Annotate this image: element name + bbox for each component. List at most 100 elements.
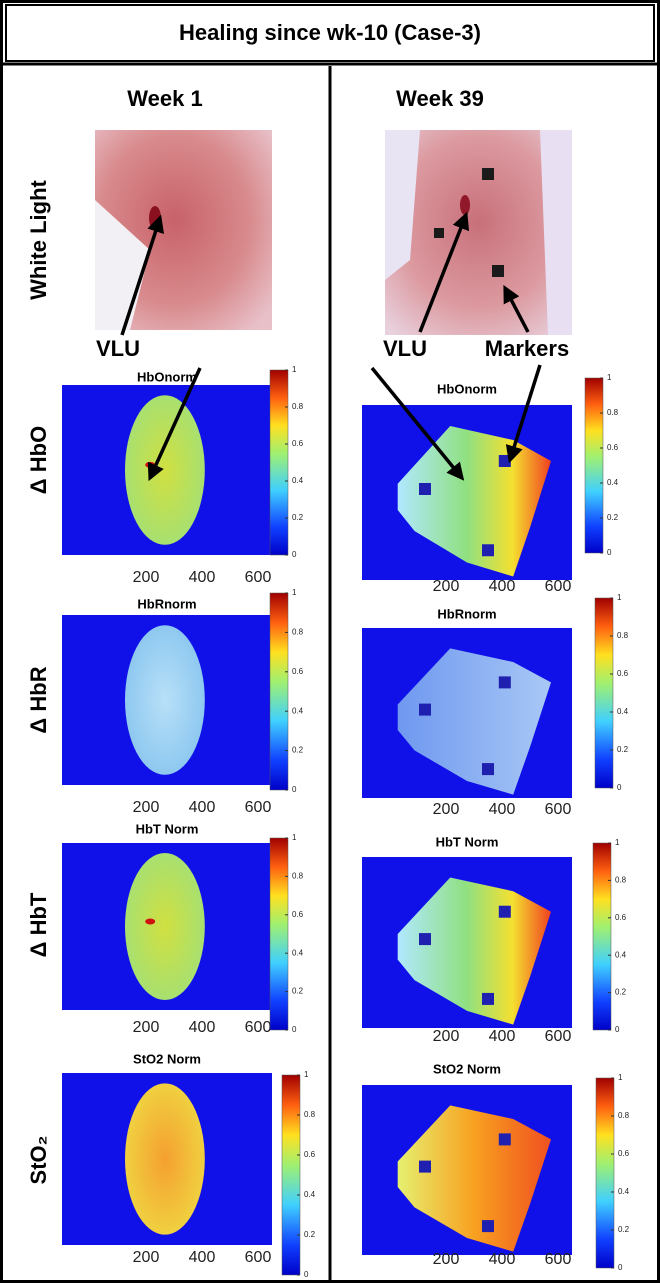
- colorbar-tick-label: 0.2: [304, 1230, 316, 1239]
- colorbar-tick-label: 0.6: [304, 1150, 316, 1159]
- colorbar-tick-label: 0: [607, 548, 612, 557]
- marker: [482, 544, 494, 557]
- x-tick-label: 200: [433, 801, 460, 818]
- colorbar-tick-label: 1: [607, 373, 612, 382]
- colorbar-tick-label: 0: [304, 1270, 309, 1279]
- x-tick-label: 600: [545, 1251, 572, 1268]
- colorbar-tick-label: 0.4: [615, 950, 627, 959]
- colorbar-tick-label: 0.6: [292, 910, 304, 919]
- colorbar-tick-label: 0.4: [618, 1187, 630, 1196]
- x-tick-label: 400: [189, 1019, 216, 1036]
- marker: [419, 483, 431, 495]
- panel-title: StO2 Norm: [433, 1061, 501, 1076]
- x-tick-label: 400: [189, 799, 216, 816]
- tissue-region: [397, 1105, 551, 1252]
- tissue-region: [397, 426, 551, 577]
- colorbar: [592, 842, 612, 1031]
- tissue-region: [124, 395, 205, 545]
- maps: Δ HbO HbOnorm 200 400 600 0 0.2 0.4 0.6 0.8 1 HbOno…: [26, 365, 630, 1279]
- row-label: Δ HbO: [26, 426, 51, 494]
- panel-title: HbOnorm: [437, 381, 497, 396]
- marker: [419, 933, 431, 946]
- colorbar-tick-label: 0.8: [292, 628, 304, 637]
- tissue-region: [397, 877, 551, 1025]
- colorbar-tick-label: 0: [617, 783, 622, 792]
- colorbar-tick-label: 0.6: [292, 439, 304, 448]
- colorbar-tick-label: 0.2: [617, 745, 629, 754]
- colorbar-tick-label: 0.8: [607, 408, 619, 417]
- title-box: [5, 4, 655, 62]
- colorbar-tick-label: 0.6: [607, 443, 619, 452]
- panel-title: HbT Norm: [436, 834, 499, 849]
- colorbar-tick-label: 0.6: [617, 669, 629, 678]
- x-tick-label: 400: [489, 801, 516, 818]
- x-tick-label: 200: [433, 1028, 460, 1045]
- colorbar: [595, 1077, 615, 1269]
- colorbar-tick-label: 0.4: [607, 478, 619, 487]
- colorbar-tick-label: 0.2: [618, 1225, 630, 1234]
- colorbar-tick-label: 0.6: [292, 667, 304, 676]
- colorbar-tick-label: 0.6: [618, 1149, 630, 1158]
- tissue-region: [397, 648, 551, 795]
- colorbar-tick-label: 0.8: [618, 1111, 630, 1120]
- colorbar: [269, 592, 289, 791]
- colorbar: [269, 837, 289, 1031]
- colorbar: [584, 377, 604, 554]
- column-header: Week 1: [127, 86, 202, 111]
- x-tick-label: 200: [433, 578, 460, 595]
- colorbar-tick-label: 0: [618, 1263, 623, 1272]
- marker: [482, 1220, 494, 1233]
- marker: [419, 1160, 431, 1173]
- marker: [498, 905, 511, 918]
- colorbar-tick-label: 0.8: [617, 631, 629, 640]
- photo-week39: [385, 130, 572, 335]
- row-label: StO₂: [26, 1136, 51, 1185]
- colorbar-tick-label: 0.2: [615, 988, 627, 997]
- colorbar-tick-label: 0: [292, 550, 297, 559]
- colorbar: [594, 597, 614, 789]
- colorbar-tick-label: 1: [292, 833, 297, 842]
- photo-week1: [95, 130, 272, 330]
- x-tick-label: 200: [133, 799, 160, 816]
- colorbar-tick-label: 0.4: [292, 948, 304, 957]
- x-tick-label: 600: [245, 1249, 272, 1266]
- marker: [498, 455, 511, 467]
- colorbar-tick-label: 0: [615, 1025, 620, 1034]
- panel-title: HbRnorm: [437, 606, 496, 621]
- marker: [482, 992, 494, 1005]
- x-tick-label: 400: [489, 1028, 516, 1045]
- x-tick-label: 600: [545, 578, 572, 595]
- colorbar-tick-label: 0.8: [292, 872, 304, 881]
- marker: [498, 1133, 511, 1146]
- colorbar-tick-label: 1: [615, 838, 620, 847]
- x-tick-label: 600: [245, 799, 272, 816]
- panel-title: HbOnorm: [137, 369, 197, 384]
- colorbar-tick-label: 1: [292, 365, 297, 374]
- x-tick-label: 200: [133, 1019, 160, 1036]
- figure-title: Healing since wk-10 (Case-3): [179, 20, 481, 45]
- x-tick-label: 400: [489, 1251, 516, 1268]
- colorbar-tick-label: 0: [292, 1025, 297, 1034]
- colorbar-tick-label: 1: [617, 593, 622, 602]
- colorbar-tick-label: 0.8: [304, 1110, 316, 1119]
- colorbar-tick-label: 0: [292, 785, 297, 794]
- x-tick-label: 400: [189, 569, 216, 586]
- x-tick-label: 600: [245, 1019, 272, 1036]
- colorbar-tick-label: 0.4: [292, 706, 304, 715]
- colorbar-tick-label: 0.2: [292, 987, 304, 996]
- arrows: [120, 211, 542, 482]
- annotation: Markers: [485, 336, 569, 361]
- colorbar: [281, 1074, 301, 1276]
- marker: [419, 703, 431, 716]
- colorbar-tick-label: 0.8: [615, 876, 627, 885]
- colorbar-tick-label: 0.8: [292, 402, 304, 411]
- x-tick-label: 600: [245, 569, 272, 586]
- x-tick-label: 200: [133, 569, 160, 586]
- x-tick-label: 600: [545, 1028, 572, 1045]
- x-tick-label: 200: [433, 1251, 460, 1268]
- colorbar-tick-label: 1: [292, 588, 297, 597]
- row-label: Δ HbR: [26, 666, 51, 733]
- tissue-region: [124, 1083, 205, 1235]
- row-label: White Light: [26, 179, 51, 299]
